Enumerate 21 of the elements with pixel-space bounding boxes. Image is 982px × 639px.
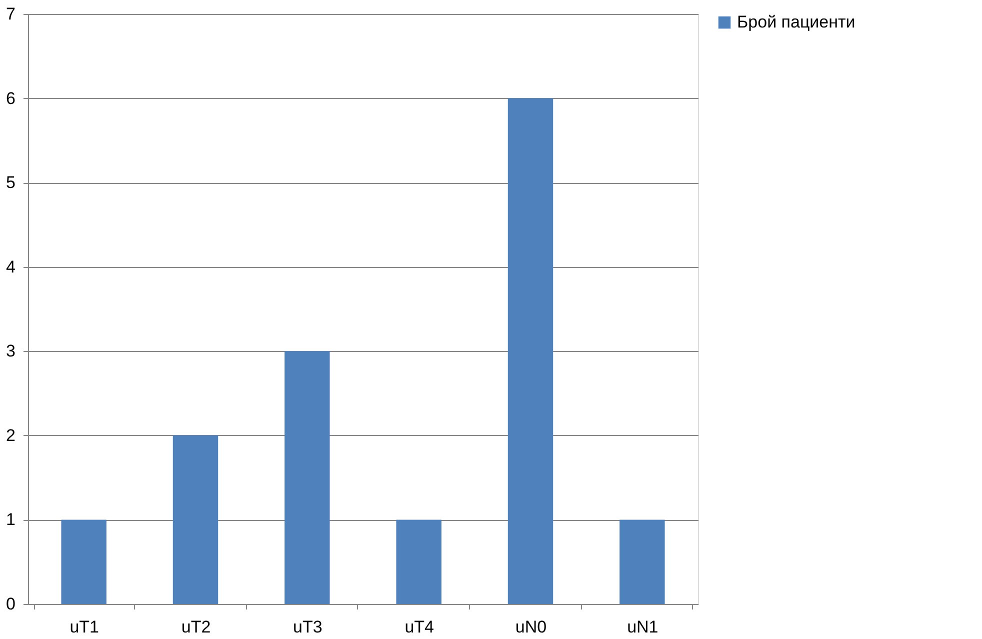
bar — [396, 520, 442, 604]
y-tick-label: 4 — [6, 257, 16, 276]
bar — [284, 351, 330, 604]
x-tick-label: uN0 — [515, 618, 547, 636]
bar — [172, 435, 218, 604]
y-tick-label: 1 — [6, 510, 16, 530]
bar — [508, 98, 554, 604]
y-tick-label: 6 — [6, 88, 16, 108]
x-tick-label: uT3 — [293, 618, 322, 636]
bar — [620, 520, 665, 604]
y-tick-label: 0 — [6, 594, 16, 614]
bar — [61, 520, 106, 604]
x-tick-label: uT4 — [404, 618, 434, 636]
y-tick-label: 7 — [6, 4, 16, 24]
x-tick-label: uT1 — [70, 618, 99, 636]
y-tick-label: 5 — [6, 173, 16, 192]
y-tick-label: 2 — [6, 426, 16, 445]
x-tick-label: uT2 — [181, 618, 211, 636]
y-tick-label: 3 — [6, 342, 16, 361]
legend-label: Брой пациенти — [737, 12, 856, 32]
x-tick-label: uN1 — [627, 618, 658, 636]
